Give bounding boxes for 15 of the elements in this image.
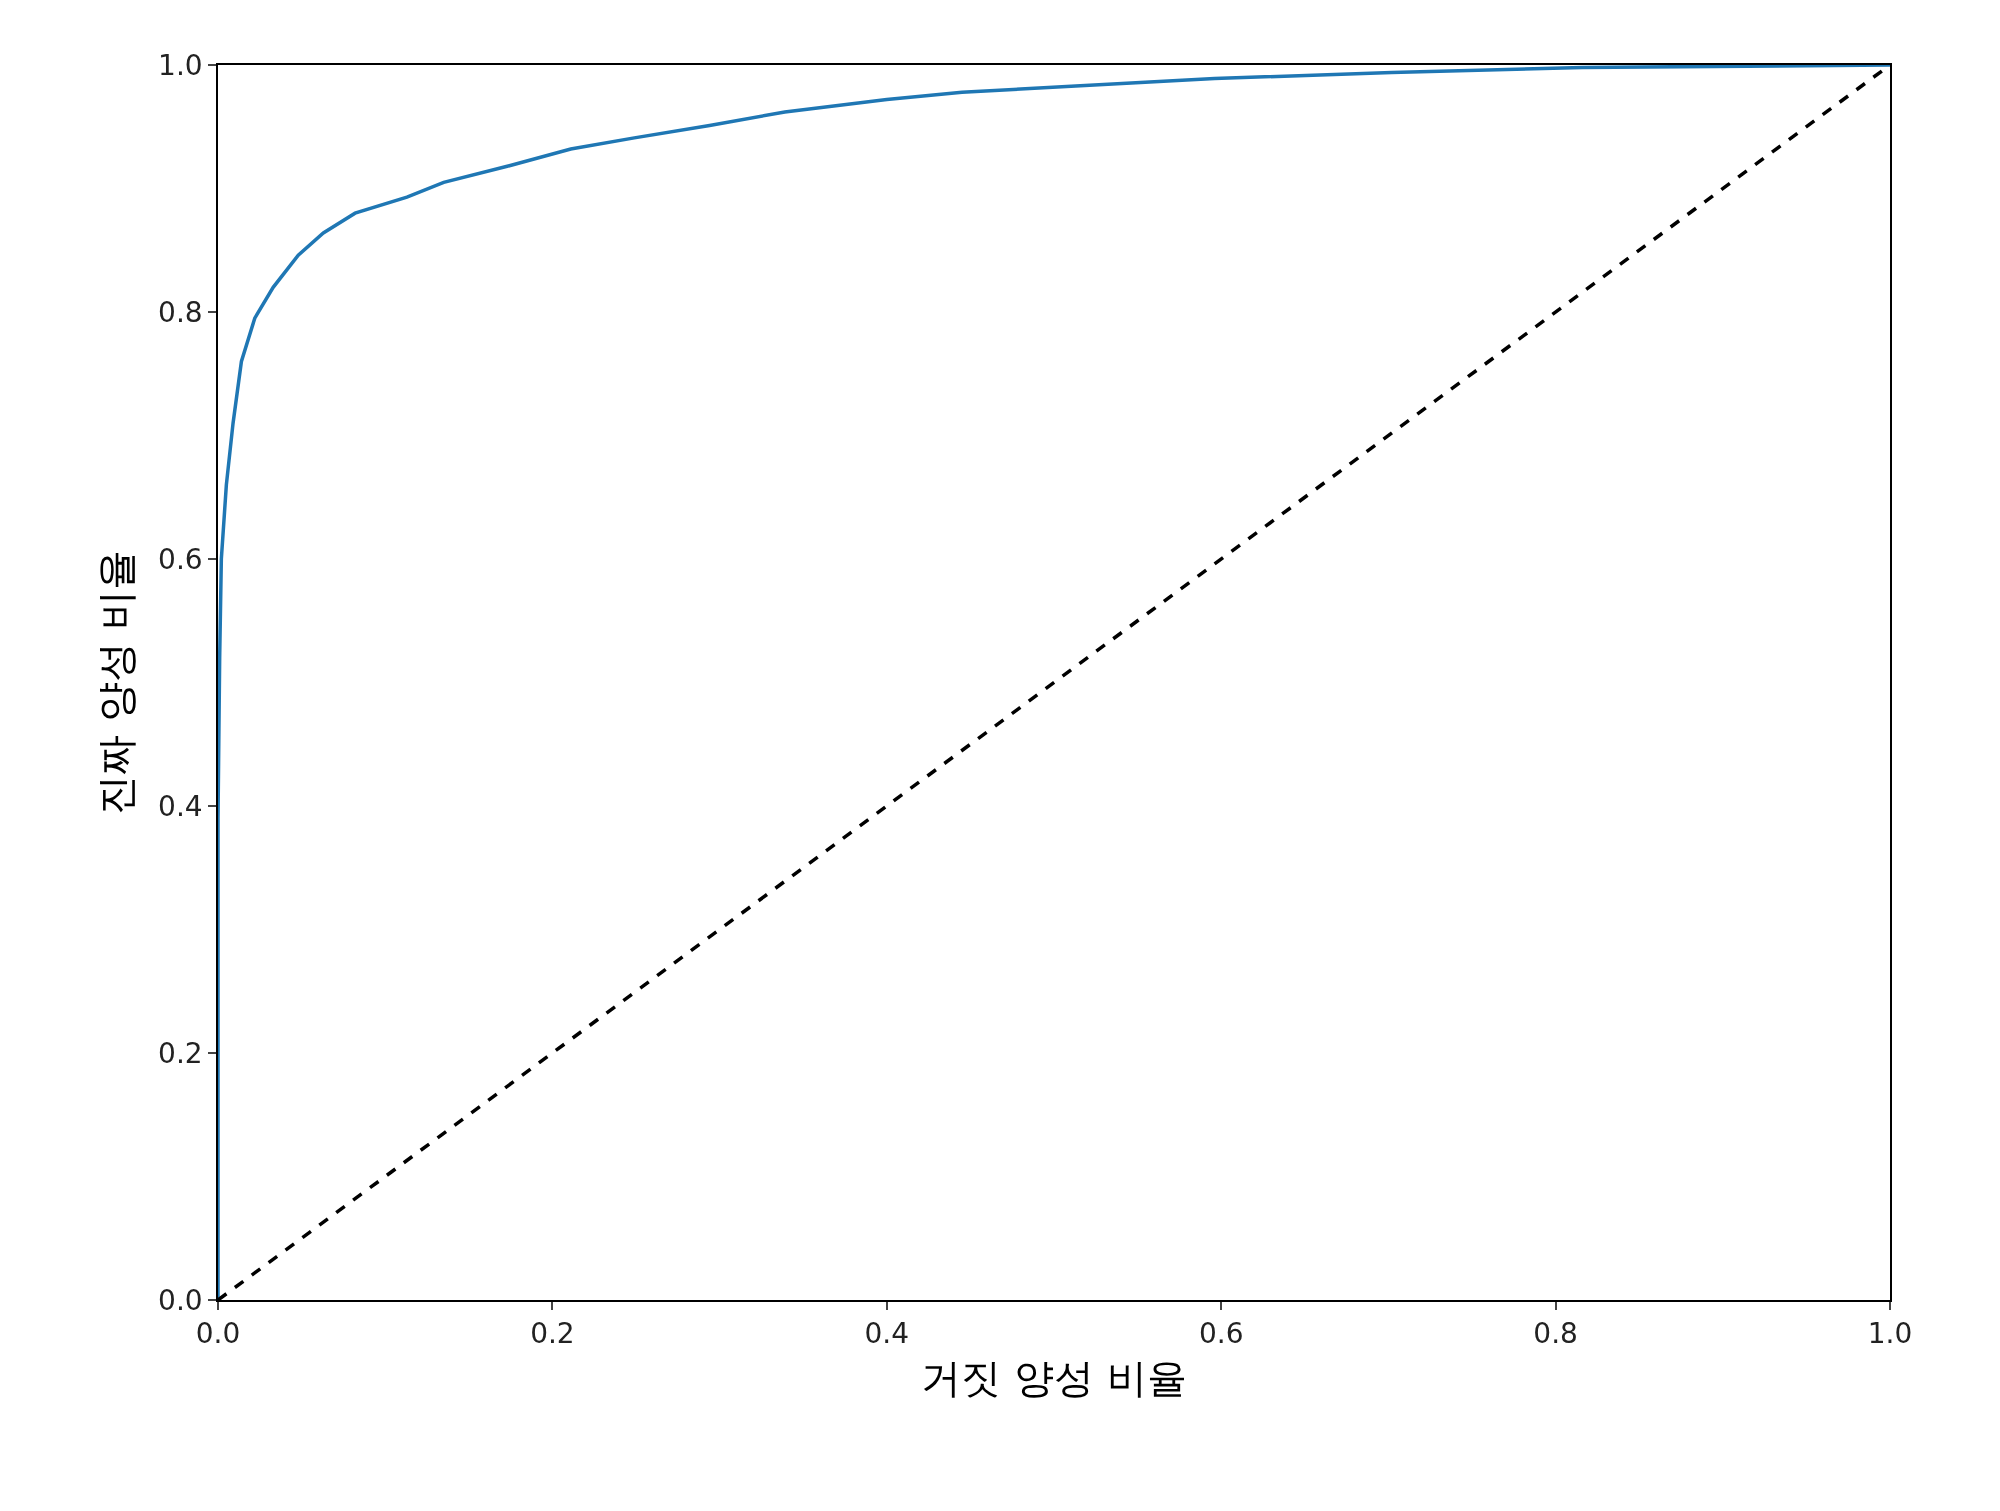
x-tick-label: 0.0 [195,1317,241,1351]
y-tick-label: 0.0 [158,1283,203,1317]
x-tick-label: 0.2 [530,1317,575,1351]
line-series [218,65,1890,1300]
y-tick-label: 0.4 [158,789,203,823]
y-tick-label: 0.2 [158,1036,203,1070]
y-tick-label: 0.6 [158,542,203,576]
y-tick-label: 0.8 [158,295,203,329]
x-axis-title: 거짓 양성 비율 [921,1355,1187,1402]
x-tick-label: 1.0 [1867,1317,1913,1351]
x-tick-label: 0.4 [864,1317,910,1351]
x-tick-label: 0.6 [1198,1317,1244,1351]
y-axis-title: 진짜 양성 비율 [93,549,140,816]
x-tick-label: 0.8 [1533,1317,1578,1351]
y-tick-label: 1.0 [158,48,203,82]
